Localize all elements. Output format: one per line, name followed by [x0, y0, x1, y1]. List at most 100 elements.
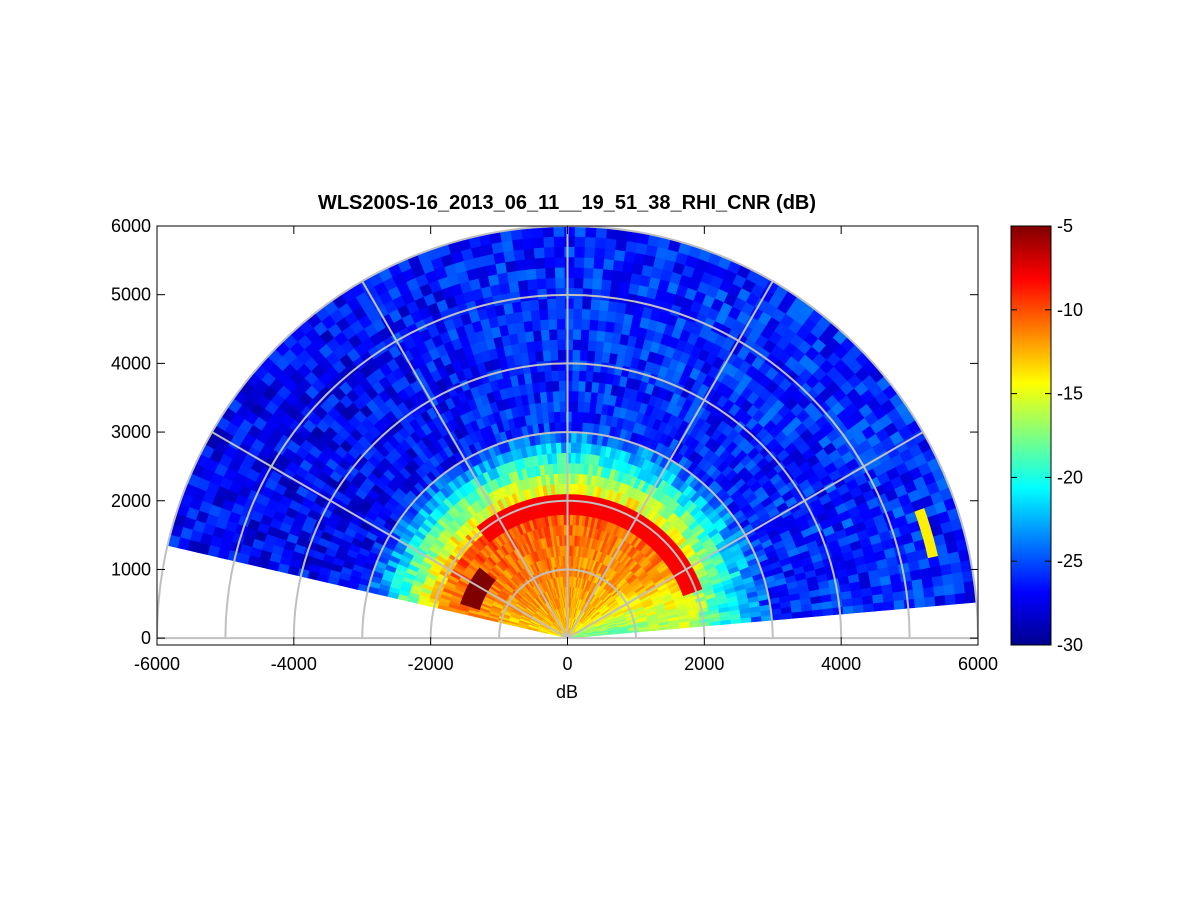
cnr-cell [620, 270, 632, 284]
cnr-cell [564, 380, 573, 392]
cnr-cell [542, 349, 551, 362]
colorbar-tick-label: -30 [1057, 635, 1083, 655]
y-tick-label: 1000 [111, 559, 151, 579]
cnr-cell [554, 431, 562, 444]
cnr-cell [591, 371, 601, 383]
cnr-cell [543, 246, 555, 258]
y-tick-label: 5000 [111, 285, 151, 305]
cnr-cell [570, 442, 577, 454]
cnr-cell [564, 359, 573, 371]
cnr-cell [912, 587, 925, 599]
cnr-cell [501, 239, 514, 253]
cnr-cell [573, 473, 580, 485]
x-tick-label: -6000 [134, 654, 180, 674]
cnr-cell [583, 246, 596, 259]
cnr-cell [549, 349, 559, 361]
cnr-cell [563, 256, 575, 268]
cnr-cell [570, 421, 578, 433]
cnr-cell [573, 256, 585, 268]
cnr-cell [556, 328, 566, 340]
cnr-cell [570, 411, 578, 423]
cnr-cell [585, 370, 594, 383]
cnr-cell [556, 318, 566, 330]
cnr-cell [573, 246, 585, 258]
cnr-cell [543, 360, 552, 372]
cnr-cell [604, 320, 615, 333]
cnr-cell [518, 289, 530, 302]
cnr-cell [560, 442, 567, 454]
colorbar [1011, 226, 1051, 645]
cnr-cell [545, 277, 556, 289]
y-tick-label: 4000 [111, 353, 151, 373]
cnr-cell [533, 340, 543, 352]
cnr-cell [624, 240, 638, 253]
cnr-cell [551, 380, 560, 392]
cnr-cell [614, 238, 628, 252]
cnr-cell [587, 329, 598, 342]
cnr-cell [563, 236, 575, 247]
cnr-cell [511, 238, 524, 251]
cnr-cell [601, 268, 613, 281]
cnr-cell [564, 369, 573, 381]
cnr-cell [578, 359, 588, 372]
cnr-cell [893, 599, 906, 610]
cnr-cell [533, 247, 545, 259]
cnr-cell [514, 259, 527, 272]
cnr-cell [583, 391, 592, 403]
cnr-cell [618, 281, 631, 294]
cnr-cell [512, 248, 525, 261]
cnr-cell [873, 601, 885, 612]
cnr-cell [572, 339, 581, 351]
x-tick-label: 2000 [684, 654, 724, 674]
colorbar-tick-label: -15 [1057, 384, 1083, 404]
cnr-cell [604, 237, 617, 250]
cnr-cell [582, 267, 594, 279]
cnr-cell [581, 287, 593, 300]
x-tick-label: -4000 [271, 654, 317, 674]
cnr-cell [564, 339, 573, 350]
cnr-cell [555, 308, 566, 320]
cnr-cell [569, 514, 574, 526]
cnr-cell [575, 431, 583, 444]
cnr-cell [563, 226, 575, 237]
cnr-cell [862, 602, 875, 613]
cnr-cell [552, 400, 560, 413]
cnr-cell [603, 248, 616, 261]
cnr-cell [573, 266, 584, 279]
cnr-cell [531, 319, 541, 332]
cnr-cell [572, 297, 583, 310]
cnr-cell [594, 340, 605, 353]
cnr-cell [529, 309, 541, 322]
cnr-cell [568, 524, 573, 536]
cnr-cell [544, 380, 553, 393]
x-axis-label: dB [556, 682, 578, 702]
cnr-cell [576, 411, 584, 423]
x-tick-label: 4000 [821, 654, 861, 674]
cnr-cell [564, 277, 575, 289]
cnr-cell [564, 308, 574, 320]
cnr-cell [554, 421, 561, 433]
cnr-cell [571, 359, 580, 371]
cnr-cell [571, 369, 580, 382]
cnr-cell [883, 600, 895, 611]
cnr-cell [944, 593, 957, 606]
cnr-cell [609, 279, 621, 293]
cnr-cell [593, 247, 606, 259]
cnr-cell [527, 288, 539, 301]
colorbar-tick-label: -20 [1057, 467, 1083, 487]
y-tick-label: 3000 [111, 422, 151, 442]
cnr-cell [575, 442, 582, 454]
cnr-cell [552, 226, 565, 237]
cnr-cell [538, 308, 549, 321]
cnr-cell [579, 339, 589, 351]
cnr-cell [584, 226, 597, 238]
cnr-cell [586, 350, 596, 362]
cnr-cell [526, 278, 538, 291]
cnr-cell [605, 310, 617, 323]
cnr-cell [559, 421, 567, 433]
cnr-cell [561, 483, 567, 495]
cnr-cell [593, 350, 603, 363]
cnr-cell [581, 308, 591, 320]
cnr-cell [569, 493, 575, 505]
cnr-cell [564, 297, 574, 309]
